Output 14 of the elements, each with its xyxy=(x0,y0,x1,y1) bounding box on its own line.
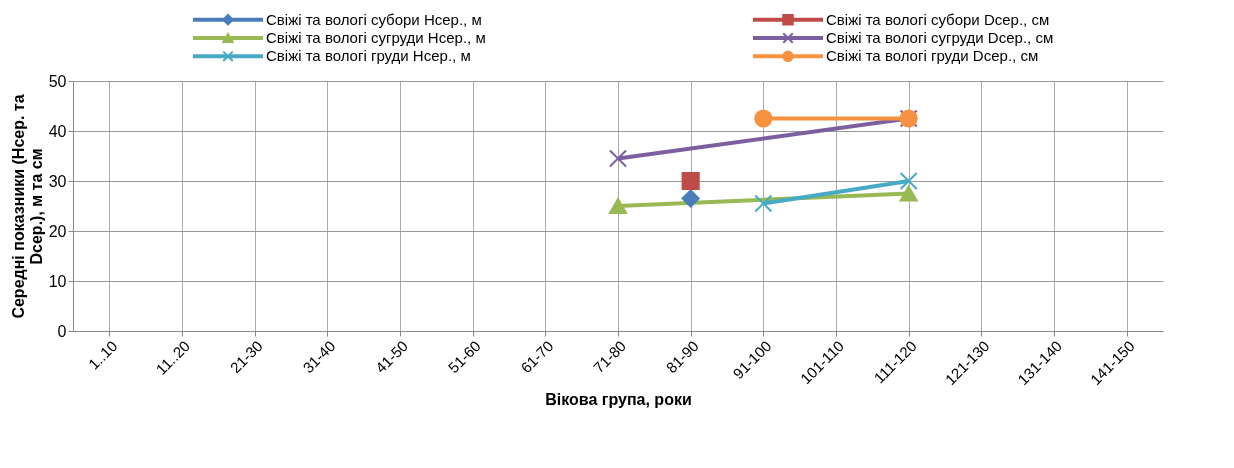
y-tick-label: 30 xyxy=(48,172,67,190)
legend-label: Свіжі та вологі сугруди Dсер., см xyxy=(826,29,1054,46)
y-axis-title: Середні показники (Hсер. та Dсер.), м та см xyxy=(9,94,45,319)
y-tick-label: 20 xyxy=(48,222,67,240)
legend-label: Свіжі та вологі сугруди Hсер., м xyxy=(266,29,486,46)
y-tick-label: 50 xyxy=(48,72,67,90)
y-tick-label: 40 xyxy=(48,122,67,140)
x-axis-title: Вікова група, роки xyxy=(545,391,692,409)
legend-label: Свіжі та вологі груди Hсер., м xyxy=(266,47,471,65)
legend-label: Свіжі та вологі субори Dсер., см xyxy=(826,10,1050,28)
y-tick-label: 0 xyxy=(57,322,67,340)
y-tick-label: 10 xyxy=(48,272,67,290)
legend-label: Свіжі та вологі груди Dсер., см xyxy=(826,47,1039,65)
legend-label: Свіжі та вологі субори Hсер., м xyxy=(266,10,482,28)
